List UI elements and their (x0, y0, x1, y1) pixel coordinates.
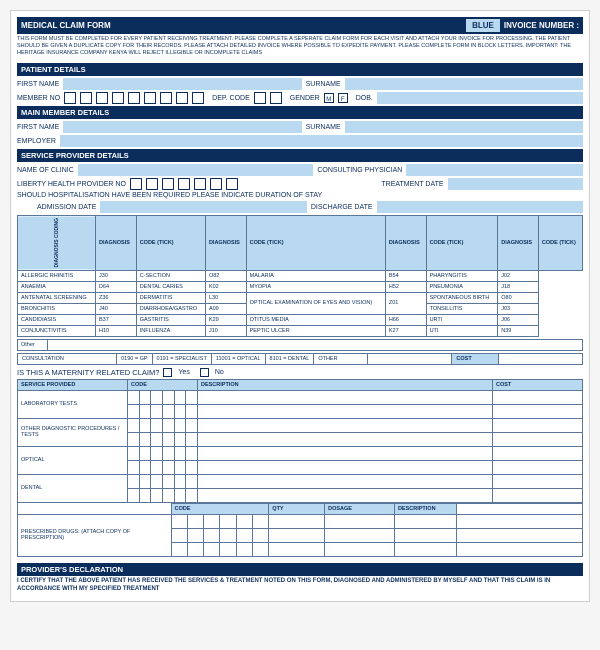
diag-side-label: DIAGNOSIS CODING (18, 216, 96, 270)
dob-label: DOB. (356, 95, 373, 102)
mn-9[interactable] (192, 92, 204, 104)
diag-row: CONJUNCTIVITISH10INFLUENZAJ10PEPTIC ULCE… (18, 325, 583, 336)
consult-label: CONSULTATION (18, 354, 117, 364)
adm-date-input[interactable] (100, 201, 306, 213)
lb-3[interactable] (162, 178, 174, 190)
declaration-text: I CERTIFY THAT THE ABOVE PATIENT HAS REC… (17, 576, 583, 596)
lb-7[interactable] (226, 178, 238, 190)
member-no-label: MEMBER NO (17, 95, 60, 102)
service-row: OPTICAL (18, 446, 583, 460)
dis-date-label: DISCHARGE DATE (311, 204, 373, 211)
mn-5[interactable] (128, 92, 140, 104)
mn-3[interactable] (96, 92, 108, 104)
employer-label: EMPLOYER (17, 138, 56, 145)
fine-print: THIS FORM MUST BE COMPLETED FOR EVERY PA… (17, 34, 583, 61)
m-first-input[interactable] (63, 121, 301, 133)
m-surname-label: SURNAME (306, 124, 341, 131)
provider-section: SERVICE PROVIDER DETAILS (17, 149, 583, 162)
mn-6[interactable] (144, 92, 156, 104)
service-row: OTHER DIAGNOSTIC PROCEDURES / TESTS (18, 418, 583, 432)
mn-1[interactable] (64, 92, 76, 104)
gender-label: GENDER (290, 95, 320, 102)
dep-1[interactable] (254, 92, 266, 104)
hosp-label: SHOULD HOSPITALISATION HAVE BEEN REQUIRE… (17, 192, 322, 199)
diag-other: Other (17, 339, 583, 351)
lb-4[interactable] (178, 178, 190, 190)
diag-row: ANAEMIAD64DENTAL CARIESK02MYOPIAH52PNEUM… (18, 281, 583, 292)
form-header: MEDICAL CLAIM FORM BLUE INVOICE NUMBER : (17, 17, 583, 34)
consultation-row: CONSULTATION 0190 = GP 0191 = SPECIALIST… (17, 353, 583, 365)
mn-2[interactable] (80, 92, 92, 104)
lb-5[interactable] (194, 178, 206, 190)
dob-input[interactable] (377, 92, 583, 104)
form-page: MEDICAL CLAIM FORM BLUE INVOICE NUMBER :… (10, 10, 590, 602)
first-name-label: FIRST NAME (17, 81, 59, 88)
invoice-label: INVOICE NUMBER : (504, 21, 579, 30)
diag-row: ANTENATAL SCREENINGZ36DERMATITISL30OPTIC… (18, 292, 583, 303)
treat-date-label: TREATMENT DATE (381, 181, 443, 188)
dis-date-input[interactable] (377, 201, 583, 213)
surname-input[interactable] (345, 78, 583, 90)
gender-m[interactable]: M (324, 93, 334, 103)
clinic-input[interactable] (78, 164, 314, 176)
diag-row: CANDIDIASISB37GASTRITISK29OTITUS MEDIAH6… (18, 314, 583, 325)
dep-code-label: DEP. CODE (212, 95, 250, 102)
m-first-label: FIRST NAME (17, 124, 59, 131)
blue-tag: BLUE (466, 19, 500, 32)
diag-row: ALLERGIC RHINITISJ30C-SECTIONO82MALARIAB… (18, 270, 583, 281)
member-section: MAIN MEMBER DETAILS (17, 106, 583, 119)
liberty-label: LIBERTY HEALTH PROVIDER NO (17, 181, 126, 188)
service-row: DENTAL (18, 474, 583, 488)
clinic-label: NAME OF CLINIC (17, 167, 74, 174)
maternity-q: IS THIS A MATERNITY RELATED CLAIM? (17, 368, 159, 377)
form-title: MEDICAL CLAIM FORM (21, 21, 111, 30)
mn-8[interactable] (176, 92, 188, 104)
treat-date-input[interactable] (448, 178, 583, 190)
declaration-section: PROVIDER'S DECLARATION (17, 563, 583, 576)
lb-1[interactable] (130, 178, 142, 190)
mn-7[interactable] (160, 92, 172, 104)
physician-input[interactable] (406, 164, 583, 176)
mn-4[interactable] (112, 92, 124, 104)
maternity-yes-chk[interactable] (163, 368, 172, 377)
dep-2[interactable] (270, 92, 282, 104)
service-table: SERVICE PROVIDED CODE DESCRIPTION COST L… (17, 379, 583, 503)
drugs-table: CODE QTY DOSAGE DESCRIPTION PRESCRIBED D… (17, 503, 583, 557)
diagnosis-table: DIAGNOSIS CODING DIAGNOSISCODE (TICK) DI… (17, 215, 583, 336)
patient-section: PATIENT DETAILS (17, 63, 583, 76)
surname-label: SURNAME (306, 81, 341, 88)
adm-date-label: ADMISSION DATE (37, 204, 96, 211)
employer-input[interactable] (60, 135, 583, 147)
lb-6[interactable] (210, 178, 222, 190)
m-surname-input[interactable] (345, 121, 583, 133)
first-name-input[interactable] (63, 78, 301, 90)
physician-label: CONSULTING PHYSICIAN (317, 167, 402, 174)
gender-f[interactable]: F (338, 93, 348, 103)
maternity-no-chk[interactable] (200, 368, 209, 377)
service-row: LABORATORY TESTS (18, 390, 583, 404)
lb-2[interactable] (146, 178, 158, 190)
